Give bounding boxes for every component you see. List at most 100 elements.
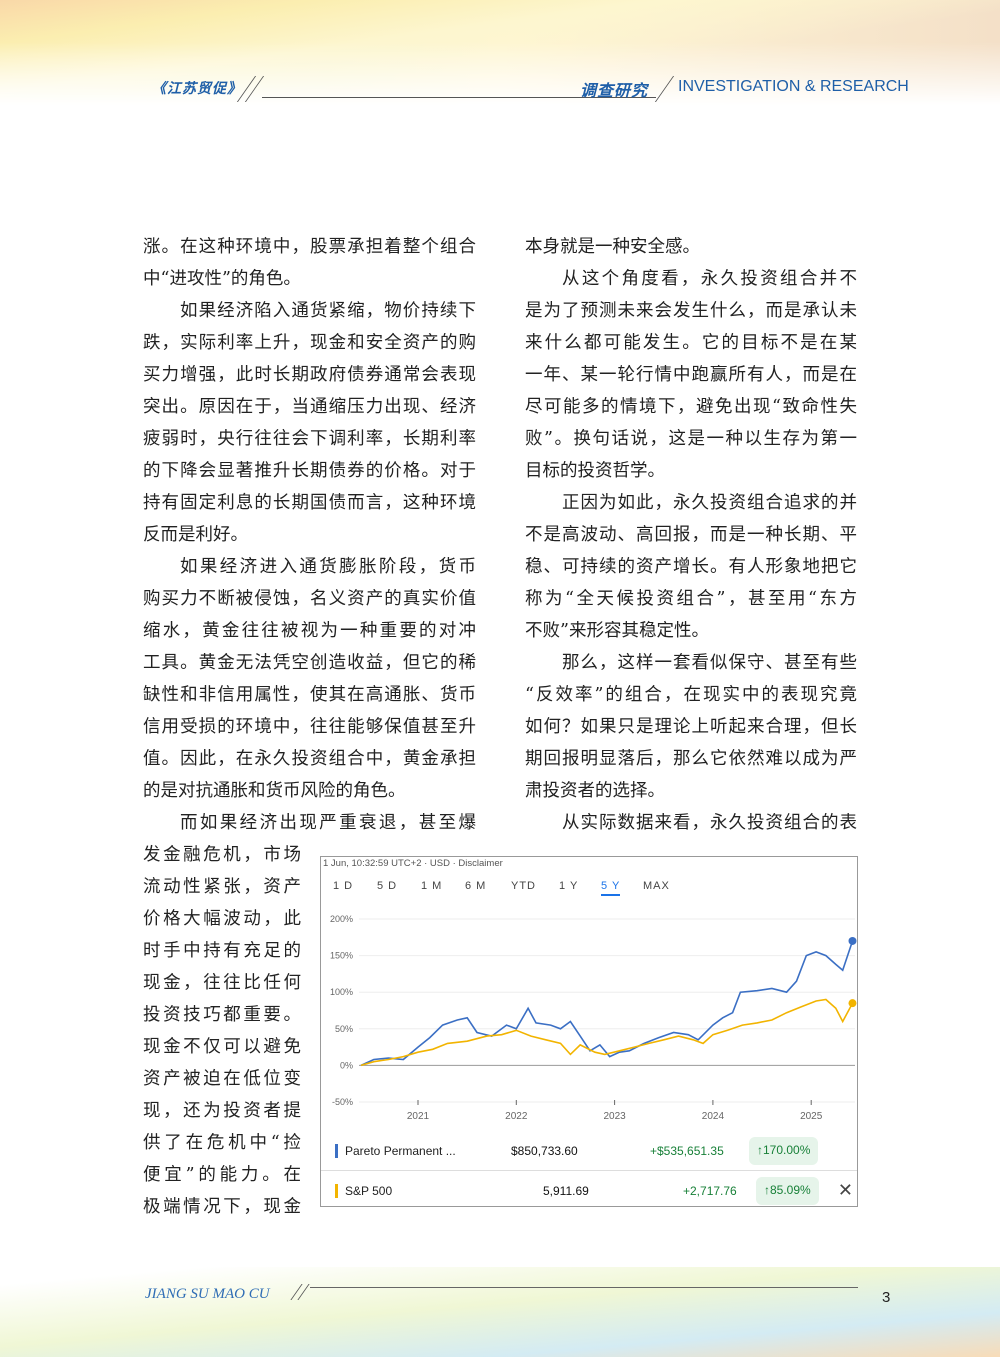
text-line: 供了在危机中“捡 (143, 1133, 301, 1153)
series-name: Pareto Permanent ... (345, 1144, 456, 1158)
y-tick-label: 150% (330, 951, 353, 961)
series-end-point (848, 936, 857, 945)
x-tick-label: 2021 (407, 1111, 430, 1122)
text-line: 值。因此，在永久投资组合中，黄金承担 (143, 749, 476, 769)
text-line: 不败”来形容其稳定性。 (525, 621, 709, 641)
text-line: 反而是利好。 (143, 525, 248, 545)
text-line: 败”。换句话说，这是一种以生存为第一 (525, 429, 857, 449)
section-logo: 调查研究 (580, 81, 649, 100)
series-line-1 (360, 998, 854, 1067)
chart-plot: 200% 150% 100% 50% 0% -50% 2021 2022 2023 2024 202… (330, 914, 857, 1122)
text-line: 期回报明显落后，那么它依然难以成为严 (525, 749, 857, 769)
page-number: 3 (882, 1289, 891, 1306)
series-change: +2,717.76 (683, 1184, 737, 1198)
text-line: 流动性紧张，资产 (143, 877, 301, 897)
text-line: 目标的投资哲学。 (525, 461, 665, 481)
text-line: 如何？如果只是理论上听起来合理，但长 (525, 717, 857, 737)
text-line: 购买力不断被侵蚀，名义资产的真实价值 (143, 589, 476, 609)
chart-disclaimer: 1 Jun, 10:32:59 UTC+2 · USD · Disclaimer (323, 858, 503, 869)
percent-value: 85.09% (770, 1183, 811, 1197)
series-end-point (848, 999, 857, 1008)
y-tick-label: 0% (340, 1060, 353, 1070)
text-line: 稳、可持续的资产增长。有人形象地把它 (525, 557, 857, 577)
text-line: 买力增强，此时长期政府债券通常会表现 (143, 365, 476, 385)
text-line: 尽可能多的情境下，避免出现“致命性失 (525, 397, 857, 417)
text-line: 工具。黄金无法凭空创造收益，但它的稀 (143, 653, 476, 673)
y-tick-label: 200% (330, 914, 353, 924)
text-line: 而如果经济出现严重衰退，甚至爆 (180, 813, 476, 833)
text-line: 是为了预测未来会发生什么，而是承认未 (525, 301, 857, 321)
range-tab-6m[interactable]: 6 M (465, 880, 487, 892)
header-decoration (0, 0, 1000, 105)
range-tab-max[interactable]: MAX (643, 880, 670, 892)
text-line: 称为“全天候投资组合”，甚至用“东方 (525, 589, 857, 609)
text-line: 跌，实际利率上升，现金和安全资产的购 (143, 333, 476, 353)
text-line: 一年、某一轮行情中跑赢所有人，而是在 (525, 365, 857, 385)
series-change: +$535,651.35 (650, 1144, 724, 1158)
header-rule (262, 97, 656, 98)
range-tab-ytd[interactable]: YTD (511, 880, 536, 892)
journal-logo: 《江苏贸促》 (152, 81, 242, 97)
text-line: 极端情况下，现金 (143, 1197, 301, 1217)
x-tick-label: 2022 (505, 1111, 528, 1122)
text-line: 突出。原因在于，当通缩压力出现、经济 (143, 397, 476, 417)
text-line: 如果经济陷入通货紧缩，物价持续下 (180, 301, 476, 321)
range-tab-1m[interactable]: 1 M (421, 880, 443, 892)
text-line: 价格大幅波动，此 (143, 909, 301, 929)
text-line: “反效率”的组合，在现实中的表现究竟 (525, 685, 857, 705)
text-line: 肃投资者的选择。 (525, 781, 665, 801)
text-line: 现，还为投资者提 (143, 1101, 301, 1121)
series-color-marker (335, 1184, 338, 1198)
range-tab-1d[interactable]: 1 D (333, 880, 354, 892)
y-tick-label: 50% (335, 1024, 353, 1034)
text-line: 缩水，黄金往往被视为一种重要的对冲 (143, 621, 476, 641)
text-line: 的是对抗通胀和货币风险的角色。 (143, 781, 406, 801)
footer-rule (310, 1287, 858, 1288)
text-line: 缺性和非信用属性，使其在高通胀、货币 (143, 685, 476, 705)
text-line: 正因为如此，永久投资组合追求的并 (562, 493, 857, 513)
series-value: 5,911.69 (543, 1184, 589, 1198)
performance-chart-widget: 1 Jun, 10:32:59 UTC+2 · USD · Disclaimer… (320, 856, 858, 1207)
journal-name: JIANG SU MAO CU (145, 1286, 270, 1302)
text-line: 投资技巧都重要。 (143, 1005, 301, 1025)
y-tick-label: 100% (330, 987, 353, 997)
arrow-up-icon: ↑ (757, 1143, 763, 1157)
text-line: 疲弱时，央行往往会下调利率，长期利率 (143, 429, 476, 449)
legend-row-sp500: S&P 500 5,911.69 +2,717.76 ↑85.09% ✕ (321, 1173, 857, 1211)
text-line: 资产被迫在低位变 (143, 1069, 301, 1089)
y-tick-label: -50% (332, 1097, 353, 1107)
series-color-marker (335, 1144, 338, 1158)
range-tab-1y[interactable]: 1 Y (559, 880, 579, 892)
text-line: 那么，这样一套看似保守、甚至有些 (562, 653, 857, 673)
text-line: 涨。在这种环境中，股票承担着整个组合 (143, 237, 476, 257)
text-line: 从实际数据来看，永久投资组合的表 (562, 813, 857, 833)
text-line: 时手中持有充足的 (143, 941, 301, 961)
text-line: 中“进攻性”的角色。 (143, 269, 301, 289)
text-line: 从这个角度看，永久投资组合并不 (562, 269, 857, 289)
section-title: INVESTIGATION & RESEARCH (678, 78, 909, 95)
close-icon[interactable]: ✕ (837, 1180, 853, 1200)
x-tick-label: 2024 (702, 1111, 725, 1122)
arrow-up-icon: ↑ (764, 1183, 770, 1197)
text-line: 本身就是一种安全感。 (525, 237, 700, 257)
series-name: S&P 500 (345, 1184, 393, 1198)
text-line: 发金融危机，市场 (143, 845, 301, 865)
text-line: 便宜”的能力。在 (143, 1165, 301, 1185)
series-percent-badge: ↑85.09% (756, 1177, 819, 1205)
text-line: 现金，往往比任何 (143, 973, 301, 993)
text-line: 不是高波动、高回报，而是一种长期、平 (525, 525, 857, 545)
text-line: 的下降会显著推升长期债券的价格。对于 (143, 461, 476, 481)
text-line: 持有固定利息的长期国债而言，这种环境 (143, 493, 476, 513)
series-percent-badge: ↑170.00% (749, 1137, 819, 1165)
x-tick-label: 2025 (800, 1111, 823, 1122)
x-tick-label: 2023 (603, 1111, 626, 1122)
percent-value: 170.00% (763, 1143, 811, 1157)
text-line: 现金不仅可以避免 (143, 1037, 301, 1057)
series-value: $850,733.60 (511, 1144, 578, 1158)
range-tab-5y[interactable]: 5 Y (601, 880, 621, 896)
text-line: 如果经济进入通货膨胀阶段，货币 (180, 557, 476, 577)
footer-decoration (0, 1267, 1000, 1357)
legend-row-pareto: Pareto Permanent ... $850,733.60 +$535,6… (321, 1133, 857, 1171)
range-tab-5d[interactable]: 5 D (377, 880, 398, 892)
text-line: 来什么都可能发生。它的目标不是在某 (525, 333, 857, 353)
